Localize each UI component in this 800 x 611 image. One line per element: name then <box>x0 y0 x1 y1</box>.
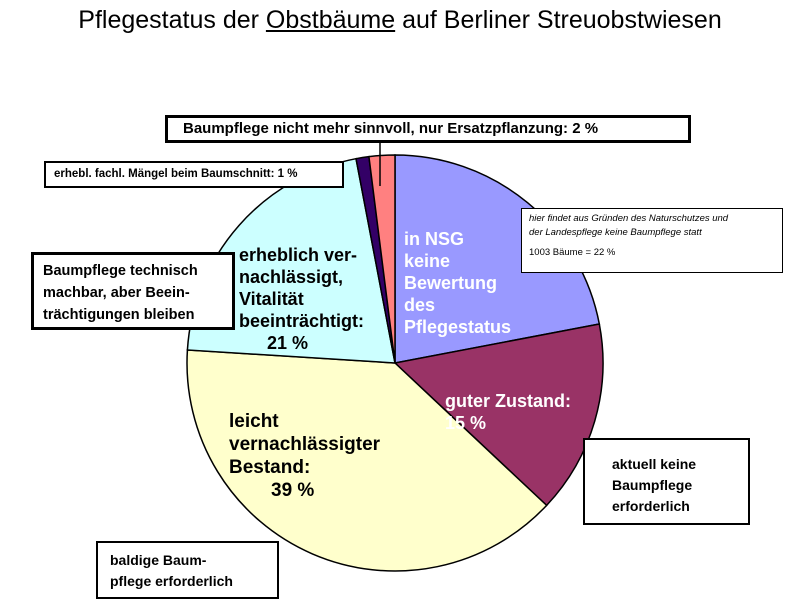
pie-slice-0 <box>394 154 601 364</box>
light-label-line: 39 % <box>271 480 315 501</box>
nsg-note-line: hier findet aus Gründen des Naturschutze… <box>529 213 729 224</box>
nsg-label-line: in NSG <box>404 229 465 249</box>
title-part-1: Pflegestatus der <box>78 6 266 34</box>
no-care-callout-line: erforderlich <box>612 498 690 514</box>
technical-callout-line: Baumpflege technisch <box>43 263 198 279</box>
heavy-label-line: nachlässigt, <box>239 267 344 287</box>
title-underlined-word: Obstbäume <box>265 6 396 34</box>
nsg-note-count: 1003 Bäume = 22 % <box>529 247 616 258</box>
no-care-callout: aktuell keine Baumpflege erforderlich <box>583 438 750 525</box>
light-label-line: leicht <box>229 411 279 432</box>
technical-callout: Baumpflege technisch machbar, aber Beein… <box>31 252 235 330</box>
no-care-callout-line: Baumpflege <box>612 477 693 493</box>
good-label-line: guter Zustand: <box>445 391 571 411</box>
nsg-label-line: keine <box>404 251 451 271</box>
nsg-label-line: Pflegestatus <box>404 317 512 337</box>
pie-slice-5 <box>368 154 396 364</box>
heavy-label-line: Vitalität <box>239 289 304 309</box>
technical-callout-line: trächtigungen bleiben <box>43 307 195 323</box>
light-label-line: vernachlässigter <box>229 434 381 455</box>
defects-callout: erhebl. fachl. Mängel beim Baumschnitt: … <box>44 161 344 188</box>
nsg-label-line: Bewertung <box>404 273 498 293</box>
heavy-label-line: beeinträchtigt: <box>239 311 365 331</box>
soon-callout: baldige Baum- pflege erforderlich <box>96 541 279 599</box>
technical-callout-line: machbar, aber Beein- <box>43 285 190 301</box>
heavy-label-line: 21 % <box>267 333 309 353</box>
nsg-note-line: der Landespflege keine Baumpflege statt <box>529 227 702 238</box>
nsg-slice-label: in NSG keine Bewertung des Pflegestatus <box>404 228 511 338</box>
replacement-callout: Baumpflege nicht mehr sinnvoll, nur Ersa… <box>165 115 691 143</box>
soon-callout-line: baldige Baum- <box>110 552 207 568</box>
heavy-slice-label: erheblich ver- nachlässigt, Vitalität be… <box>239 244 364 354</box>
good-label-line: 15 % <box>445 413 487 433</box>
replacement-callout-text: Baumpflege nicht mehr sinnvoll, nur Ersa… <box>183 120 599 137</box>
title-part-2: auf Berliner Streuobstwiesen <box>395 6 722 34</box>
light-slice-label: leicht vernachlässigter Bestand: 39 % <box>229 410 380 502</box>
nsg-label-line: des <box>404 295 436 315</box>
defects-callout-text: erhebl. fachl. Mängel beim Baumschnitt: … <box>54 168 298 180</box>
pie-slice-2 <box>186 349 548 572</box>
light-label-line: Bestand: <box>229 457 311 478</box>
nsg-note: hier findet aus Gründen des Naturschutze… <box>521 208 783 273</box>
good-slice-label: guter Zustand: 15 % <box>445 390 571 434</box>
pie-slices <box>186 154 604 572</box>
heavy-label-line: erheblich ver- <box>239 245 358 265</box>
chart-title: Pflegestatus der Obstbäume auf Berliner … <box>0 6 800 35</box>
pie-slice-1 <box>393 323 604 507</box>
soon-callout-line: pflege erforderlich <box>110 573 233 589</box>
no-care-callout-line: aktuell keine <box>612 456 697 472</box>
